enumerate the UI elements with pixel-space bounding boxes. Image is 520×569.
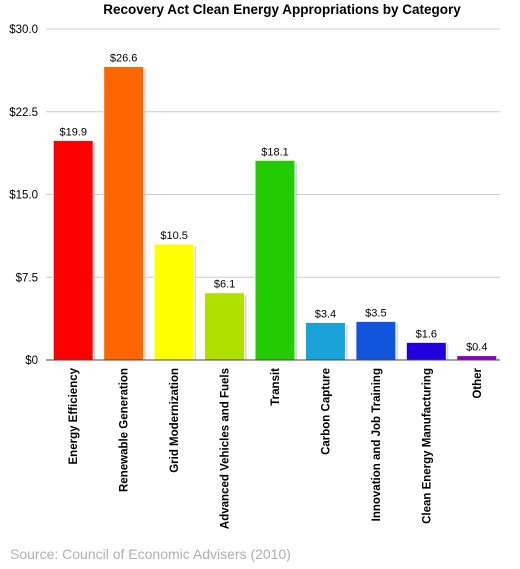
category-label: Clean Energy Manufacturing — [421, 368, 433, 524]
data-label: $10.5 — [160, 230, 188, 242]
data-label: $3.4 — [315, 308, 336, 320]
category-label: Energy Efficiency — [68, 367, 80, 464]
y-tick-label: $15.0 — [9, 190, 38, 202]
y-tick-label: $22.5 — [9, 107, 38, 119]
category-label: Grid Modernization — [169, 368, 181, 473]
y-tick-label: $7.5 — [16, 272, 38, 284]
bar — [304, 321, 346, 361]
data-label: $18.1 — [261, 146, 289, 158]
axis-layer: $0 $7.5 $15.0 $22.5 $30.0 — [9, 24, 500, 367]
category-label: Renewable Generation — [119, 368, 131, 492]
bar — [405, 341, 447, 361]
category-label: Transit — [270, 368, 282, 406]
bars-layer — [52, 66, 499, 361]
bar — [254, 159, 296, 361]
bar — [355, 320, 397, 361]
category-label: Carbon Capture — [320, 368, 332, 455]
bar — [103, 66, 145, 361]
source-note: Source: Council of Economic Advisers (20… — [10, 546, 291, 562]
bar — [456, 355, 498, 361]
category-label: Other — [472, 367, 484, 398]
data-label: $0.4 — [466, 342, 487, 354]
data-label: $6.1 — [214, 279, 235, 291]
labels-layer: $19.9 Energy Efficiency $26.6 Renewable Gen… — [59, 53, 487, 530]
bar — [204, 292, 246, 361]
y-tick-label: $30.0 — [9, 24, 38, 36]
category-label: Advanced Vehicles and Fuels — [220, 368, 232, 529]
bar — [153, 243, 195, 361]
data-label: $26.6 — [110, 53, 138, 65]
data-label: $3.5 — [365, 307, 386, 319]
data-label: $1.6 — [416, 328, 437, 340]
data-label: $19.9 — [59, 126, 87, 138]
y-tick-label: $0 — [25, 355, 38, 367]
category-label: Innovation and Job Training — [371, 368, 383, 521]
chart-title: Recovery Act Clean Energy Appropriations… — [103, 2, 461, 17]
bar — [52, 139, 94, 361]
